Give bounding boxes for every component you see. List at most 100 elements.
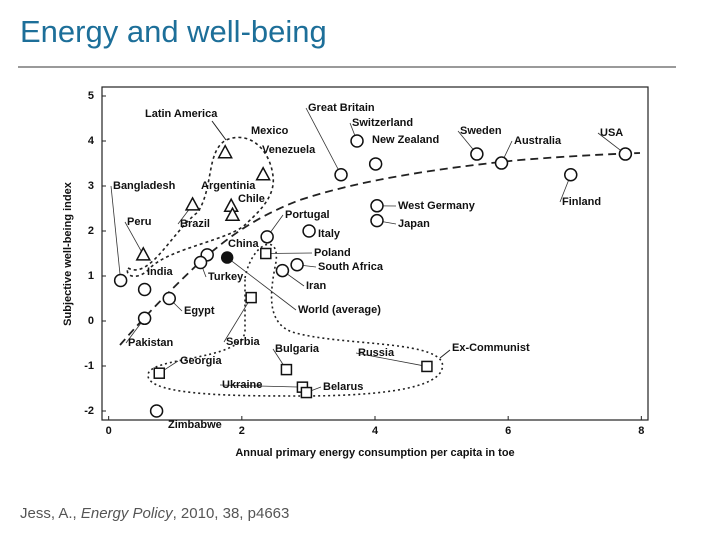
point-label: Switzerland [352, 117, 413, 129]
point-label: China [228, 238, 259, 250]
citation: Jess, A., Energy Policy, 2010, 38, p4663 [20, 505, 289, 522]
citation-details: , 2010, 38, p4663 [172, 505, 290, 522]
label-leader [219, 384, 303, 388]
label-leader [355, 352, 428, 367]
y-tick-label: 0 [88, 315, 94, 327]
label-leader [265, 252, 313, 254]
point-label: Pakistan [128, 337, 174, 349]
y-tick-label: -2 [84, 405, 94, 417]
point-label: Finland [562, 196, 601, 208]
label-leader [124, 221, 144, 256]
point [350, 134, 364, 148]
point [245, 291, 257, 304]
point [370, 213, 384, 228]
point-label: Sweden [460, 125, 502, 137]
title-rule [18, 66, 676, 68]
label-leader [223, 297, 252, 343]
point-label: New Zealand [372, 134, 439, 146]
annotation: Latin America [145, 108, 218, 120]
point [368, 157, 383, 171]
x-tick-label: 6 [505, 425, 511, 437]
point-label: Brazil [180, 218, 210, 230]
point-label: Mexico [251, 125, 289, 137]
point [255, 166, 271, 181]
annotation: Ex-Communist [452, 342, 530, 354]
y-tick-label: 1 [88, 270, 94, 282]
point [334, 168, 348, 182]
point-label: Georgia [180, 355, 222, 367]
slide-title: Energy and well-being [20, 14, 327, 49]
point-label: Russia [358, 347, 395, 359]
point-label: Belarus [323, 381, 363, 393]
point-label: Bulgaria [275, 343, 320, 355]
point [149, 404, 164, 418]
point [153, 367, 166, 379]
point-label: South Africa [318, 261, 384, 273]
point [137, 282, 152, 297]
point [260, 247, 272, 260]
point [618, 147, 633, 161]
point-label: Turkey [208, 271, 244, 283]
x-tick-label: 0 [106, 425, 112, 437]
point-label: Chile [238, 193, 265, 205]
point [302, 224, 316, 238]
annotation-leader [211, 120, 227, 141]
annotation-leader [439, 349, 451, 359]
point [300, 386, 313, 399]
point-label: Great Britain [308, 102, 375, 114]
point [224, 206, 241, 221]
x-tick-label: 8 [638, 425, 644, 437]
point-label: Serbia [226, 336, 261, 348]
point [421, 360, 433, 373]
point [275, 263, 290, 278]
point [217, 144, 233, 159]
point [260, 230, 274, 244]
point [193, 255, 208, 270]
point-label: Japan [398, 218, 430, 230]
y-tick-label: 2 [88, 225, 94, 237]
point-label: Australia [514, 135, 562, 147]
point [220, 251, 234, 264]
point [470, 147, 484, 161]
point-label: Peru [127, 216, 151, 228]
x-tick-label: 4 [372, 425, 379, 437]
citation-author: Jess, A., [20, 505, 81, 522]
point-label: World (average) [298, 304, 381, 316]
point [137, 311, 152, 326]
point-label: India [147, 266, 174, 278]
point [113, 273, 128, 288]
point-label: Ukraine [222, 379, 262, 391]
chart: Latin America Ex-Communist Annual primar… [62, 86, 649, 459]
point-label: USA [600, 127, 623, 139]
point [370, 199, 384, 213]
point [290, 258, 304, 272]
label-leader [226, 257, 297, 311]
y-tick-label: 4 [88, 135, 95, 147]
x-axis-label: Annual primary energy consumption per ca… [235, 447, 514, 459]
point-label: Bangladesh [113, 180, 176, 192]
y-axis-label: Subjective well-being index [62, 181, 74, 326]
x-tick-label: 2 [239, 425, 245, 437]
label-leader [110, 185, 122, 281]
latin-america-group [126, 136, 274, 278]
point-label: Egypt [184, 305, 215, 317]
point [135, 246, 152, 261]
y-tick-label: 5 [88, 90, 94, 102]
point-label: Portugal [285, 209, 330, 221]
point [184, 196, 201, 211]
point [162, 291, 177, 306]
y-tick-label: 3 [88, 180, 94, 192]
point-label: West Germany [398, 200, 476, 212]
label-leader [305, 107, 342, 175]
point-label: Poland [314, 247, 351, 259]
point-label: Venezuela [262, 144, 316, 156]
point-label: Zimbabwe [168, 419, 222, 431]
point [564, 168, 578, 182]
y-tick-label: -1 [84, 360, 94, 372]
point-label: Italy [318, 228, 341, 240]
point-label: Argentinia [201, 180, 256, 192]
ex-communist-group [147, 243, 444, 397]
point-label: Iran [306, 280, 326, 292]
point [494, 156, 509, 170]
